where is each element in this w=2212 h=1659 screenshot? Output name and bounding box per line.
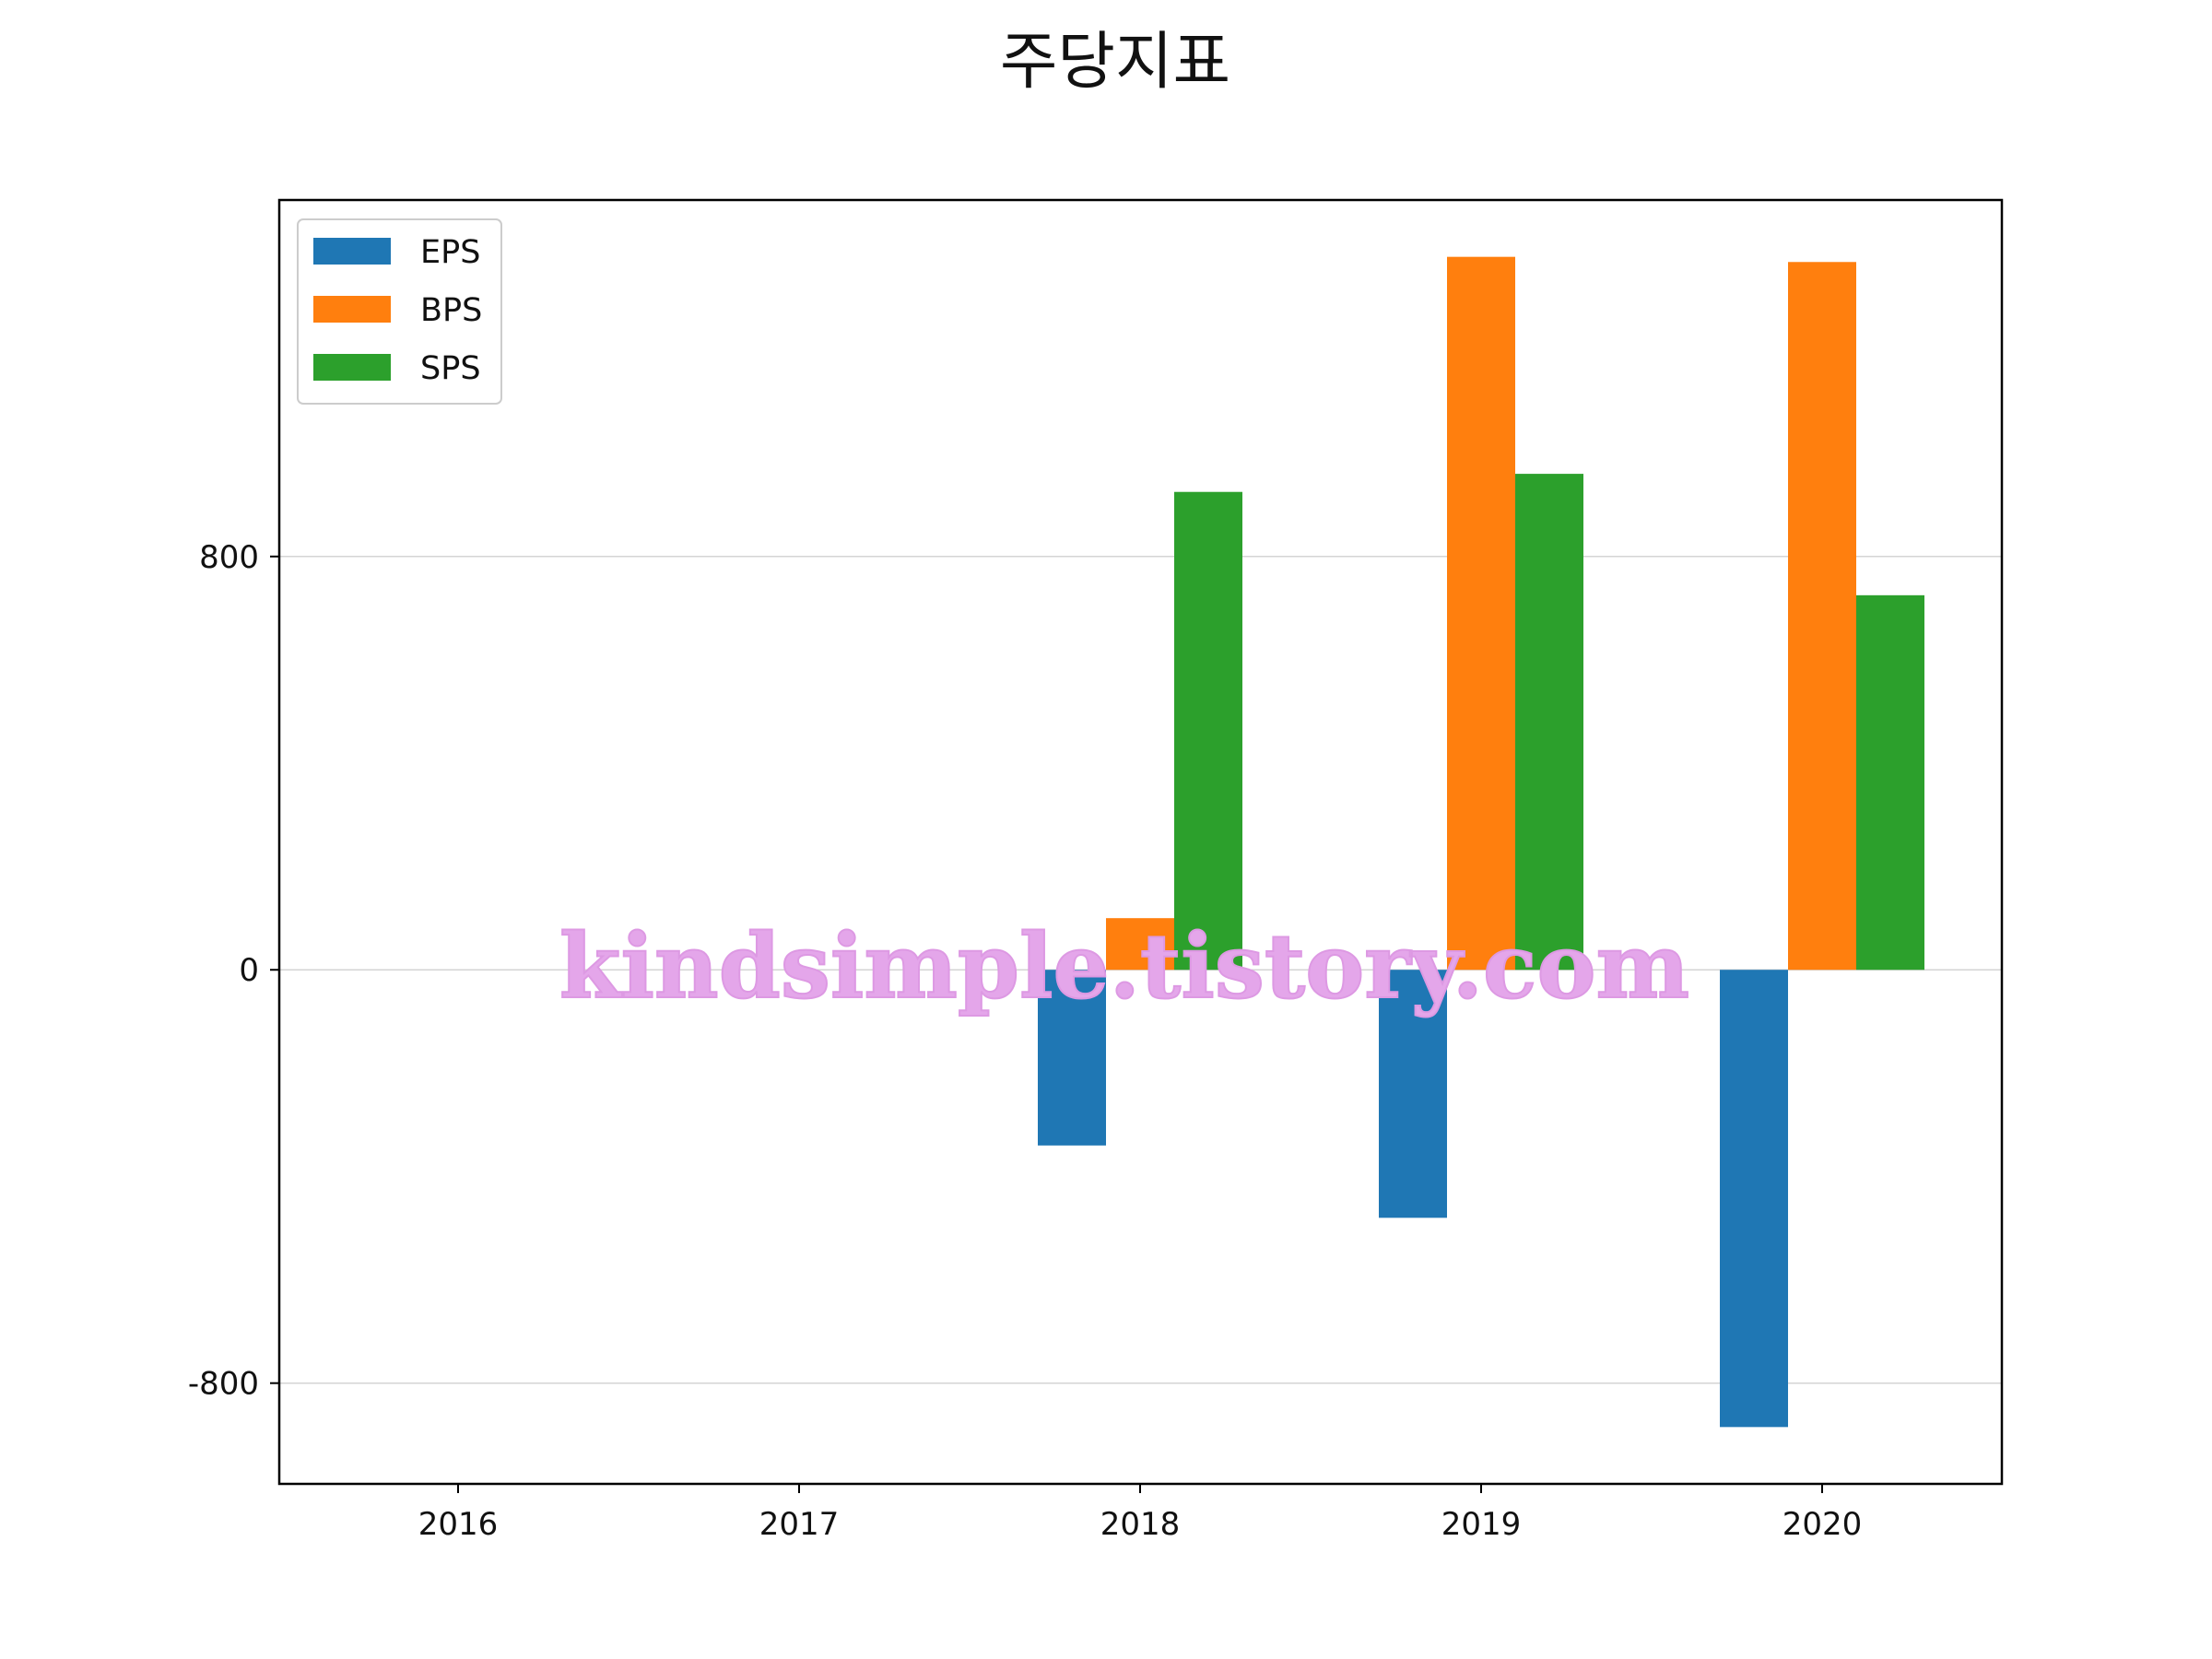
legend-swatch-bps: [313, 296, 391, 323]
bars: [1038, 256, 1924, 1428]
watermark-text: kindsimple.tistory.com: [559, 914, 1689, 1018]
x-tick-label: 2016: [418, 1506, 499, 1543]
legend-swatch-sps: [313, 354, 391, 381]
x-axis: 2016 2017 2018 2019 2020: [418, 1484, 1863, 1543]
bar-sps-2018: [1174, 491, 1242, 971]
chart-title: 주당지표: [1000, 26, 1230, 99]
legend-label-eps: EPS: [420, 234, 480, 271]
legend-label-sps: SPS: [420, 350, 481, 387]
legend-label-bps: BPS: [420, 292, 482, 329]
y-tick-label: -800: [188, 1366, 259, 1403]
bar-sps-2019: [1515, 474, 1583, 971]
x-tick-label: 2020: [1783, 1506, 1863, 1543]
bar-eps-2018: [1038, 970, 1106, 1146]
y-tick-label: 0: [239, 952, 259, 989]
legend-swatch-eps: [313, 238, 391, 265]
x-tick-label: 2018: [1100, 1506, 1181, 1543]
bar-bps-2020: [1788, 262, 1856, 971]
y-axis: -800 0 800: [188, 539, 279, 1403]
legend: EPS BPS SPS: [297, 218, 502, 405]
bar-eps-2020: [1720, 970, 1788, 1428]
bar-eps-2019: [1379, 970, 1447, 1218]
x-tick-label: 2019: [1441, 1506, 1522, 1543]
y-tick-label: 800: [199, 539, 259, 576]
bar-bps-2018: [1106, 918, 1174, 971]
bar-bps-2019: [1447, 256, 1515, 971]
bar-sps-2020: [1856, 594, 1924, 971]
x-tick-label: 2017: [759, 1506, 840, 1543]
